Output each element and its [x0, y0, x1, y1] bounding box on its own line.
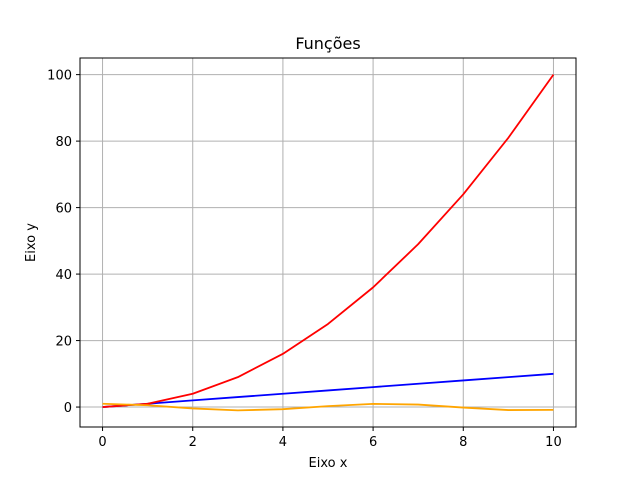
x-tick-label: 2: [189, 435, 197, 450]
y-tick-label: 80: [55, 135, 72, 150]
y-tick-label: 60: [55, 202, 72, 217]
y-axis-label: Eixo y: [24, 223, 39, 262]
series-line-3: [102, 402, 554, 412]
x-tick-label: 10: [545, 435, 562, 450]
x-tick-label: 0: [98, 435, 106, 450]
series-line-1: [102, 372, 554, 408]
x-tick-label: 4: [279, 435, 287, 450]
series-line-2: [102, 74, 555, 408]
x-axis-label: Eixo x: [309, 456, 348, 471]
y-tick-label: 20: [55, 335, 72, 350]
y-tick-label: 40: [55, 268, 72, 283]
series-group: [102, 74, 555, 412]
chart-title: Funções: [295, 34, 360, 53]
x-tick-label: 8: [459, 435, 467, 450]
y-tick-label: 100: [47, 69, 72, 84]
y-tick-label: 0: [64, 401, 72, 416]
plot-area-frame: [79, 57, 577, 428]
x-tick-label: 6: [369, 435, 377, 450]
